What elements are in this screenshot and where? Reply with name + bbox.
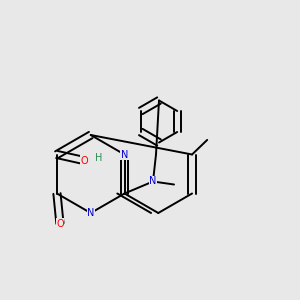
Text: H: H xyxy=(95,152,103,163)
Text: N: N xyxy=(121,149,128,160)
Text: O: O xyxy=(80,155,88,166)
Text: N: N xyxy=(149,176,157,187)
Text: O: O xyxy=(56,218,64,229)
Text: N: N xyxy=(87,208,94,218)
